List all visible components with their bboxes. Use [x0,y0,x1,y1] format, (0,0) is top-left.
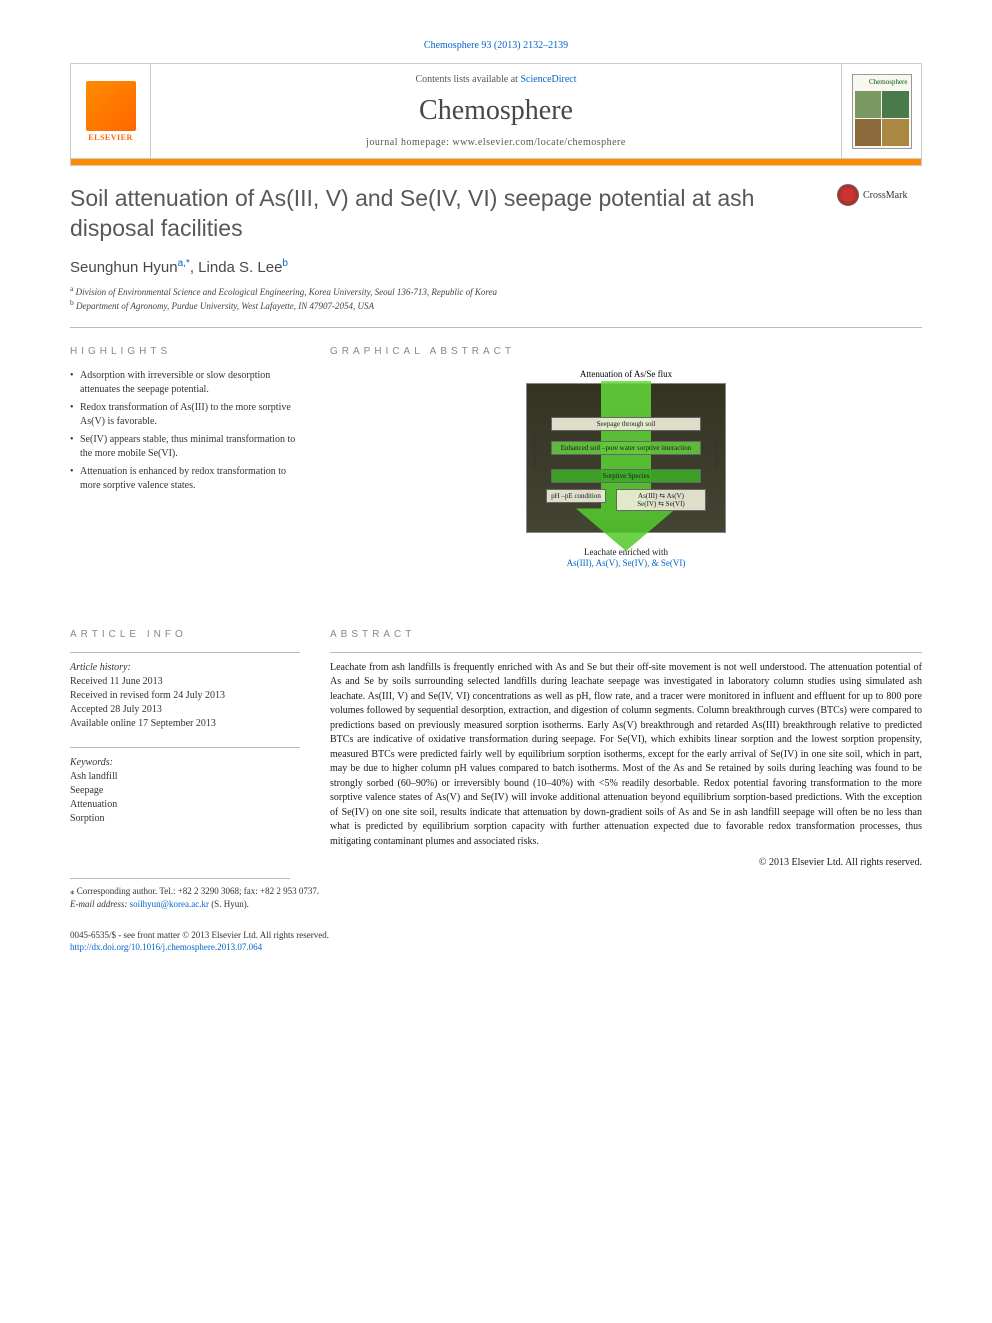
highlights-header: HIGHLIGHTS [70,346,300,357]
doi-link[interactable]: http://dx.doi.org/10.1016/j.chemosphere.… [70,942,262,952]
keyword: Seepage [70,784,300,798]
footer-rule [70,878,290,879]
highlights-list: Adsorption with irreversible or slow des… [70,369,300,493]
citation-link[interactable]: Chemosphere 93 (2013) 2132–2139 [70,40,922,51]
accepted-date: Accepted 28 July 2013 [70,703,300,717]
issn-line: 0045-6535/$ - see front matter © 2013 El… [70,929,922,942]
email-suffix: (S. Hyun). [209,899,249,909]
author-2[interactable]: Linda S. Lee [198,259,282,276]
contents-line: Contents lists available at ScienceDirec… [151,74,841,85]
revised-date: Received in revised form 24 July 2013 [70,689,300,703]
ga-flow-label-right: Flow direction [713,429,721,470]
highlight-item: Redox transformation of As(III) to the m… [70,401,300,429]
article-history: Article history: Received 11 June 2013 R… [70,652,300,731]
history-label: Article history: [70,661,300,675]
corresponding-author: ⁎ Corresponding author. Tel.: +82 2 3290… [70,885,922,898]
keyword: Ash landfill [70,770,300,784]
crossmark-text: CrossMark [863,190,907,201]
ga-box-species: Sorptive Species [551,469,701,483]
cover-thumbnails [853,89,911,148]
journal-name: Chemosphere [151,95,841,127]
ga-top-label: Attenuation of As/Se flux [521,369,731,379]
publisher-name: ELSEVIER [88,133,132,142]
highlight-item: Adsorption with irreversible or slow des… [70,369,300,397]
elsevier-logo[interactable]: ELSEVIER [81,76,141,146]
keyword: Sorption [70,812,300,826]
abstract-header: ABSTRACT [330,629,922,640]
highlight-item: Attenuation is enhanced by redox transfo… [70,465,300,493]
abstract-text: Leachate from ash landfills is frequentl… [330,652,922,850]
author-2-sup: b [282,258,288,269]
page-footer: ⁎ Corresponding author. Tel.: +82 2 3290… [70,885,922,953]
authors-line: Seunghun Hyuna,*, Linda S. Leeb [70,258,922,276]
header-center: Contents lists available at ScienceDirec… [151,64,841,158]
crossmark-badge[interactable]: CrossMark [837,184,922,206]
email-link[interactable]: soilhyun@korea.ac.kr [130,899,209,909]
contents-prefix: Contents lists available at [415,74,520,85]
graphical-abstract-header: GRAPHICAL ABSTRACT [330,346,922,357]
article-title: Soil attenuation of As(III, V) and Se(IV… [70,184,817,244]
homepage-line: journal homepage: www.elsevier.com/locat… [151,137,841,148]
email-label: E-mail address: [70,899,130,909]
ga-flow-label-left: Flow direction [531,429,539,470]
journal-header: ELSEVIER Contents lists available at Sci… [70,63,922,166]
online-date: Available online 17 September 2013 [70,717,300,731]
copyright-line: © 2013 Elsevier Ltd. All rights reserved… [330,857,922,868]
affiliation-a: Division of Environmental Science and Ec… [76,287,497,297]
highlight-item: Se(IV) appears stable, thus minimal tran… [70,433,300,461]
homepage-url[interactable]: www.elsevier.com/locate/chemosphere [452,137,625,148]
keywords-label: Keywords: [70,756,300,770]
cover-title: Chemosphere [853,75,911,89]
ga-eq-as: As(III) ⇆ As(V) [618,492,704,500]
homepage-prefix: journal homepage: [366,137,452,148]
author-1-sup: a,* [178,258,190,269]
keywords-block: Keywords: Ash landfill Seepage Attenuati… [70,747,300,826]
cover-cell: Chemosphere [841,64,921,158]
ga-box-ph: pH –pE condition [546,489,606,503]
keyword: Attenuation [70,798,300,812]
ga-box-interaction: Enhanced soil –pore water sorptive inter… [551,441,701,455]
divider [70,327,922,328]
graphical-abstract-figure: Attenuation of As/Se flux Seepage throug… [521,369,731,569]
journal-cover[interactable]: Chemosphere [852,74,912,149]
publisher-logo-cell: ELSEVIER [71,64,151,158]
ga-eq-se: Se(IV) ⇆ Se(VI) [618,500,704,508]
sciencedirect-link[interactable]: ScienceDirect [520,74,576,85]
affiliation-b: Department of Agronomy, Purdue Universit… [76,301,374,311]
article-info-header: ARTICLE INFO [70,629,300,640]
elsevier-tree-icon [86,81,136,131]
ga-box-seepage: Seepage through soil [551,417,701,431]
brand-bar [71,159,921,165]
author-1[interactable]: Seunghun Hyun [70,259,178,276]
ga-bottom-line2: As(III), As(V), Se(IV), & Se(VI) [521,558,731,569]
crossmark-icon [837,184,859,206]
ga-box-equations: As(III) ⇆ As(V) Se(IV) ⇆ Se(VI) [616,489,706,511]
affiliations: a Division of Environmental Science and … [70,284,922,313]
received-date: Received 11 June 2013 [70,675,300,689]
